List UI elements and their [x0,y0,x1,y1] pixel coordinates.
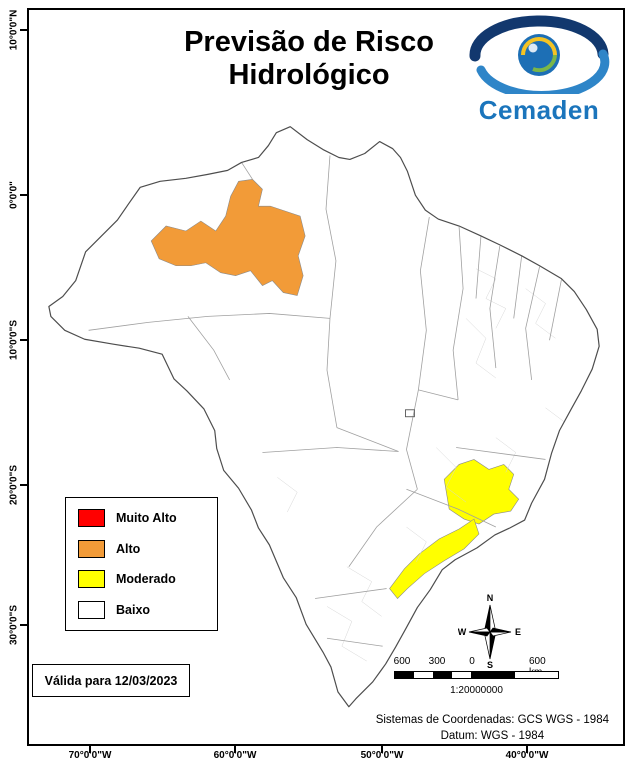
brazil-country-outline [48,126,600,708]
lat-tick [20,339,27,341]
lon-label-50w: 50°0'0"W [360,750,404,761]
scalebar-segment [433,672,452,678]
lat-label-10n: 10°0'0"N [8,9,20,51]
lat-label-10s: 10°0'0"S [8,319,20,361]
scalebar-segment [414,672,433,678]
lat-tick [20,194,27,196]
lon-tick [89,746,91,753]
legend-item-alto: Alto [78,539,205,558]
scalebar-label-600-left: 600 [393,656,411,667]
legend-label-baixo: Baixo [116,602,151,617]
risk-region-moderado-1 [443,459,520,525]
scalebar-label-300: 300 [428,656,446,667]
federal-district-outline [405,409,415,418]
lon-label-60w: 60°0'0"W [213,750,257,761]
risk-region-moderado-2 [389,518,480,599]
legend-swatch-alto [78,539,105,558]
scalebar-label-0: 0 [469,656,475,667]
legend-item-moderado: Moderado [78,570,205,589]
compass-w-label: W [458,627,467,637]
lon-tick [526,746,528,753]
legend-label-muito-alto: Muito Alto [116,511,177,525]
brazil-map [48,126,600,708]
compass-rose-icon: N S W E [458,593,521,670]
legend-item-muito-alto: Muito Alto [78,509,205,527]
validity-text: Válida para 12/03/2023 [44,673,178,688]
scalebar-segment [395,672,414,678]
compass-n-label: N [487,593,494,603]
lat-tick [20,484,27,486]
lat-label-20s: 20°0'0"S [8,464,20,506]
scalebar-ratio: 1:20000000 [450,685,503,696]
state-boundaries [88,155,562,647]
compass-e-label: E [515,627,521,637]
legend-swatch-moderado [78,570,105,589]
brazil-country-shape [48,126,600,707]
lat-tick [20,29,27,31]
map-frame: Previsão de Risco Hidrológico Cemaden Mu… [27,8,625,746]
cemaden-eye-icon [469,15,610,100]
municipality-boundaries [277,268,566,662]
coordinate-system-line2: Datum: WGS - 1984 [440,729,545,742]
legend-swatch-muito-alto [78,509,105,527]
legend-label-alto: Alto [116,541,141,556]
scalebar-segment [515,672,558,678]
cemaden-logo-text: Cemaden [478,95,600,125]
scalebar: 600 300 0 600 km 1:20000000 [392,656,574,702]
legend: Muito Alto Alto Moderado Baixo [65,497,218,631]
compass-rose: N S W E [458,590,522,670]
lat-label-0: 0°0'0" [8,181,20,209]
page-title-line1: Previsão de Risco [184,26,434,58]
scalebar-bar [394,671,559,679]
scalebar-labels: 600 300 0 600 km [392,656,574,678]
lon-label-70w: 70°0'0"W [68,750,112,761]
legend-item-baixo: Baixo [78,600,205,619]
lat-label-30s: 30°0'0"S [8,604,20,646]
legend-label-moderado: Moderado [116,572,176,587]
lon-label-40w: 40°0'0"W [505,750,549,761]
legend-swatch-baixo [78,600,105,619]
page-title-line2: Hidrológico [228,59,390,92]
cemaden-logo: Cemaden [460,14,618,126]
scalebar-segment [452,672,471,678]
lon-tick [381,746,383,753]
validity-box: Válida para 12/03/2023 [32,664,190,697]
lat-tick [20,624,27,626]
page-title: Previsão de Risco Hidrológico [89,26,529,93]
lon-tick [234,746,236,753]
scalebar-segment [471,672,515,678]
compass-s-label: S [487,660,493,670]
risk-region-alto [150,179,306,296]
coordinate-system-info: Sistemas de Coordenadas: GCS WGS - 1984 … [376,713,609,744]
coordinate-system-line1: Sistemas de Coordenadas: GCS WGS - 1984 [375,714,609,726]
